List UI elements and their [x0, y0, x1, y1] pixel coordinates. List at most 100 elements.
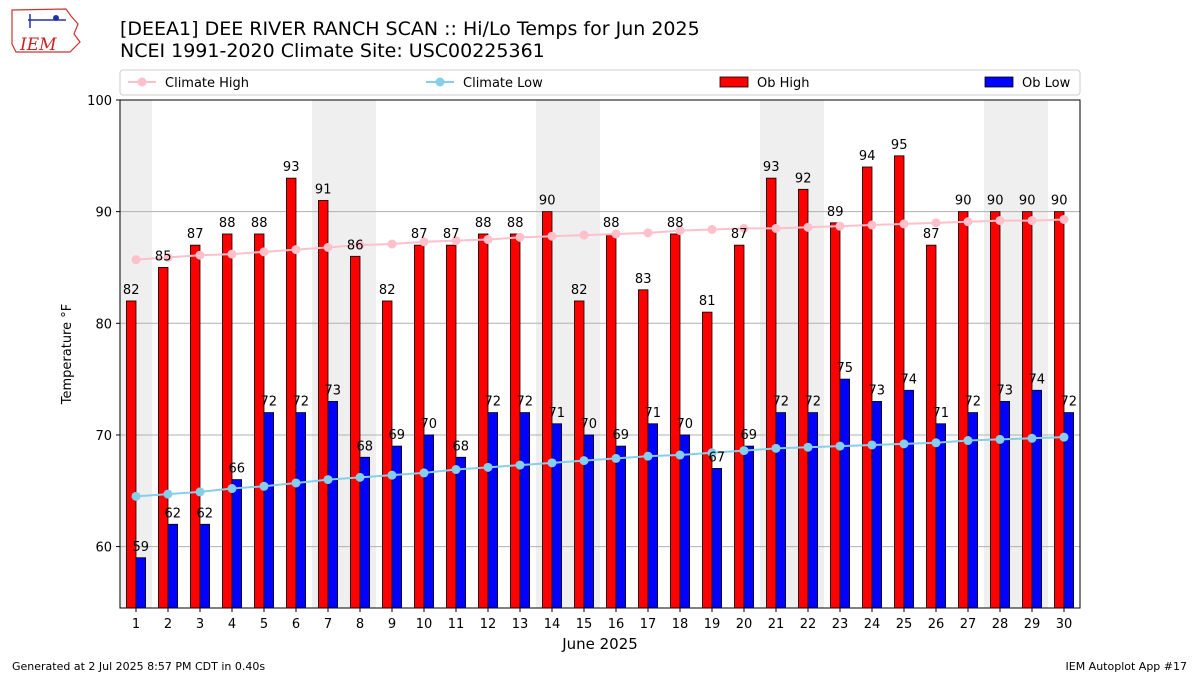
x-tick-label: 5: [260, 617, 268, 632]
climate-high-point: [1027, 216, 1037, 226]
x-tick-label: 25: [896, 617, 913, 632]
climate-high-point: [387, 239, 397, 249]
ob-low-label: 72: [485, 395, 502, 410]
x-tick-label: 16: [608, 617, 625, 632]
ob-high-label: 88: [507, 216, 524, 231]
ob-low-bar: [455, 456, 467, 609]
ob-high-label: 91: [315, 182, 332, 197]
ob-low-label: 73: [869, 383, 886, 398]
ob-low-bar: [1031, 389, 1043, 609]
climate-low-point: [739, 446, 749, 456]
bars: [126, 155, 1075, 609]
ob-low-label: 62: [197, 506, 214, 521]
ob-high-bar: [349, 255, 361, 609]
climate-high-point: [867, 220, 877, 230]
ob-high-label: 86: [347, 238, 364, 253]
ob-low-bar: [871, 401, 883, 609]
climate-low-point: [867, 440, 877, 450]
ob-high-label: 90: [1019, 194, 1036, 209]
ob-low-label: 69: [389, 428, 406, 443]
ob-low-label: 72: [261, 395, 278, 410]
ob-low-label: 67: [709, 450, 726, 465]
legend-marker: [137, 77, 147, 87]
ob-low-label: 73: [997, 383, 1014, 398]
ob-high-label: 88: [603, 216, 620, 231]
climate-low-point: [579, 456, 589, 466]
x-tick-label: 21: [768, 617, 785, 632]
legend-label: Climate Low: [463, 76, 543, 91]
ob-high-label: 93: [283, 160, 300, 175]
ob-low-bar: [327, 401, 339, 609]
ob-low-bar: [743, 445, 755, 609]
ob-high-label: 83: [635, 272, 652, 287]
ob-low-label: 74: [1029, 372, 1046, 387]
ob-low-label: 66: [229, 462, 246, 477]
ob-high-bar: [1022, 211, 1033, 609]
y-axis-label: Temperature °F: [60, 304, 75, 405]
x-tick-label: 22: [800, 617, 817, 632]
ob-high-bar: [445, 244, 457, 609]
ob-high-bar: [317, 200, 329, 609]
climate-high-point: [611, 229, 621, 239]
climate-high-point: [739, 223, 749, 233]
x-tick-label: 9: [388, 617, 396, 632]
climate-low-line: [135, 436, 1065, 498]
ob-low-label: 68: [357, 439, 374, 454]
x-tick-label: 11: [448, 617, 465, 632]
ob-high-label: 92: [795, 171, 812, 186]
ob-high-bar: [1054, 211, 1065, 609]
y-tick-label: 90: [95, 206, 112, 221]
climate-high-point: [515, 232, 525, 242]
climate-high-point: [451, 236, 461, 246]
climate-high-point: [323, 242, 333, 252]
climate-low-point: [771, 443, 781, 453]
iem-logo-graphic: IEM: [11, 8, 81, 55]
grid-lines: [120, 211, 1080, 548]
x-tick-label: 19: [704, 617, 721, 632]
x-tick-label: 28: [992, 617, 1009, 632]
x-tick-label: 30: [1056, 617, 1073, 632]
logo-text: IEM: [19, 35, 57, 55]
climate-high-point: [835, 221, 845, 231]
ob-high-label: 87: [187, 227, 204, 242]
ob-low-label: 72: [805, 395, 822, 410]
climate-high-point: [291, 245, 301, 255]
ob-high-bar: [157, 267, 169, 609]
ob-high-bar: [509, 233, 521, 609]
weekend-bands: [120, 100, 1048, 608]
climate-high-point: [931, 218, 941, 228]
ob-high-label: 87: [443, 227, 460, 242]
climate-low-point: [963, 436, 973, 446]
ob-low-label: 71: [549, 406, 566, 421]
climate-low-point: [451, 465, 461, 475]
x-tick-label: 15: [576, 617, 593, 632]
app-label: IEM Autoplot App #17: [1065, 660, 1188, 673]
ob-low-bar: [519, 412, 531, 609]
y-tick-label: 80: [95, 317, 112, 332]
ob-low-bar: [231, 479, 243, 609]
ob-low-bar: [711, 468, 723, 609]
climate-high-point: [227, 249, 237, 259]
ob-high-label: 82: [571, 283, 588, 298]
x-tick-label: 24: [864, 617, 881, 632]
climate-low-point: [131, 491, 141, 501]
ob-low-bar: [1063, 412, 1075, 609]
climate-high-point: [803, 222, 813, 232]
y-tick-label: 70: [95, 429, 112, 444]
climate-high-point: [1059, 214, 1069, 224]
y-tick-label: 60: [95, 541, 112, 556]
ob-high-bar: [734, 244, 745, 609]
climate-low-point: [835, 441, 845, 451]
climate-low-point: [291, 478, 301, 488]
climate-high-point: [259, 247, 269, 257]
ob-high-bar: [189, 244, 201, 609]
ob-low-bar: [807, 412, 819, 609]
iem-logo: IEM: [8, 6, 84, 62]
chart-subtitle: NCEI 1991-2020 Climate Site: USC00225361: [120, 40, 545, 62]
x-tick-label: 17: [640, 617, 657, 632]
ob-high-bar: [574, 300, 585, 609]
climate-low-point: [995, 434, 1005, 444]
ob-low-bar: [839, 378, 851, 609]
ob-high-bar: [606, 233, 617, 609]
